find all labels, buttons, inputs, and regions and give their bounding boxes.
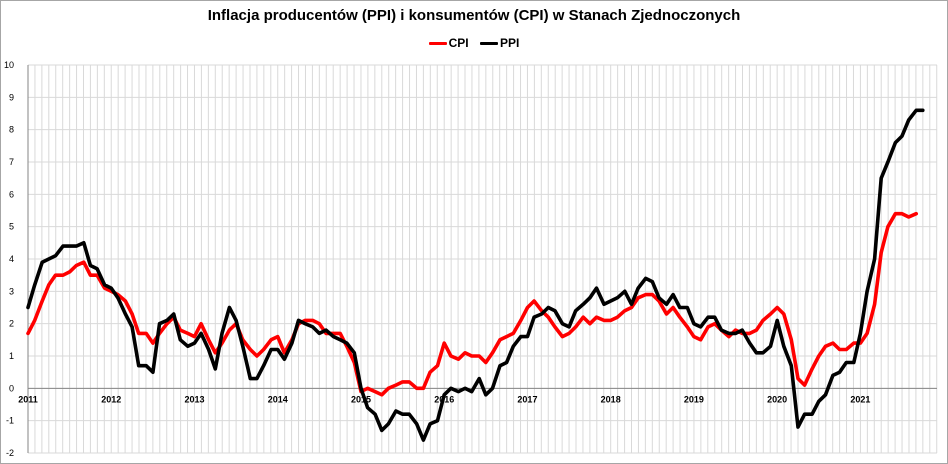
- y-tick-label: -1: [6, 416, 14, 426]
- legend-label-cpi: CPI: [448, 36, 469, 50]
- legend-swatch-ppi: [480, 42, 498, 46]
- y-tick-label: 6: [9, 189, 14, 199]
- x-tick-label: 2018: [601, 394, 621, 404]
- x-tick-label: 2012: [101, 394, 121, 404]
- chart-legend: CPI PPI: [0, 36, 948, 50]
- y-tick-label: 0: [9, 383, 14, 393]
- legend-label-ppi: PPI: [500, 36, 520, 50]
- y-tick-label: 4: [9, 254, 14, 264]
- y-tick-label: 5: [9, 222, 14, 232]
- y-tick-label: 7: [9, 157, 14, 167]
- y-tick-label: 10: [4, 60, 14, 70]
- x-tick-label: 2020: [767, 394, 787, 404]
- legend-swatch-cpi: [428, 42, 447, 46]
- x-tick-label: 2011: [18, 394, 38, 404]
- x-tick-label: 2019: [684, 394, 704, 404]
- x-tick-label: 2014: [268, 394, 288, 404]
- chart-title: Inflacja producentów (PPI) i konsumentów…: [207, 7, 741, 24]
- x-tick-label: 2021: [850, 394, 870, 404]
- series-line-ppi: [26, 108, 925, 442]
- y-tick-label: 1: [9, 351, 14, 361]
- legend-item-ppi: PPI: [480, 36, 519, 50]
- y-tick-label: 9: [9, 92, 14, 102]
- y-tick-label: 3: [9, 286, 14, 296]
- y-tick-label: 8: [9, 125, 14, 135]
- x-tick-label: 2015: [351, 394, 371, 404]
- legend-item-cpi: CPI: [428, 36, 469, 50]
- x-tick-label: 2017: [517, 394, 537, 404]
- y-tick-label: -2: [6, 448, 14, 458]
- y-tick-label: 2: [9, 319, 14, 329]
- x-tick-label: 2013: [184, 394, 204, 404]
